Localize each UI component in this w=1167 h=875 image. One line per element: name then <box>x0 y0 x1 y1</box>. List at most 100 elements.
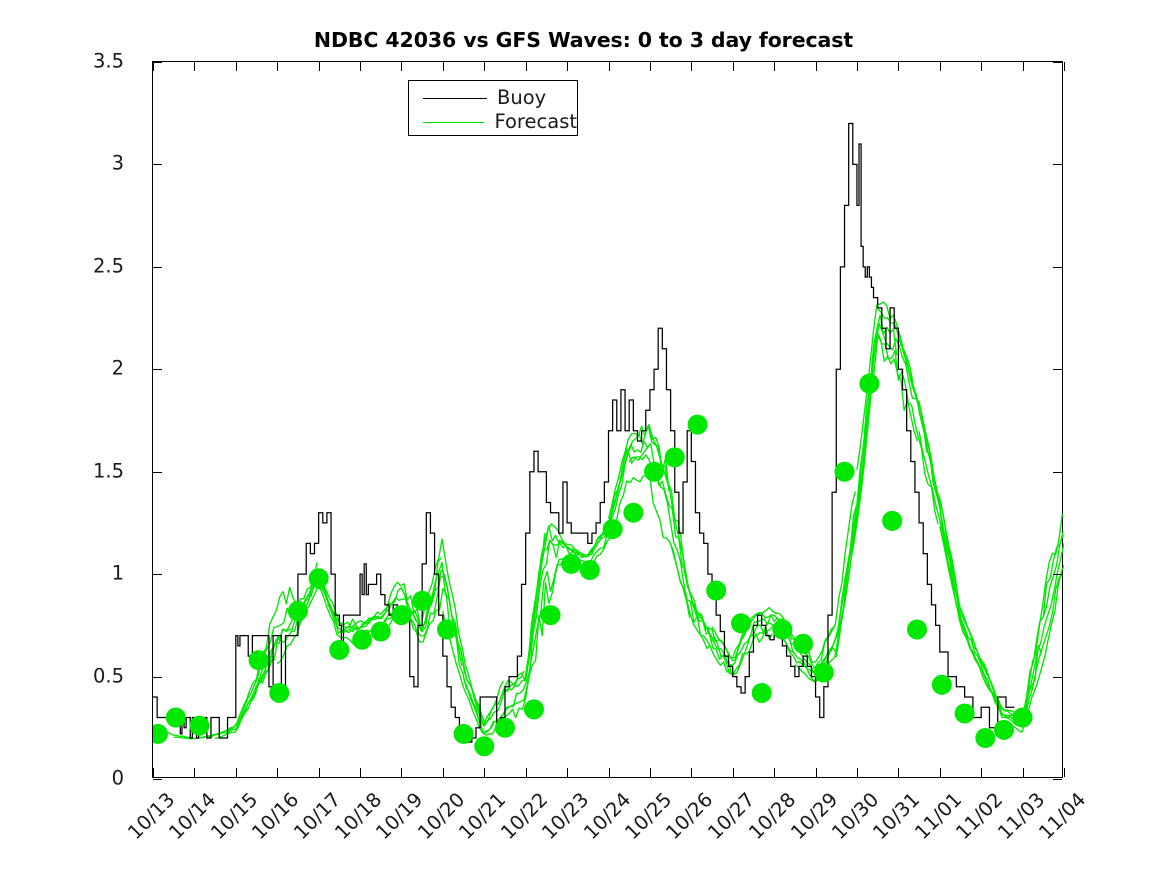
x-axis-tick-label: 10/29 <box>785 788 842 845</box>
x-axis-tick <box>649 768 651 777</box>
forecast-init-marker <box>623 502 644 523</box>
x-axis-tick <box>277 768 279 777</box>
x-axis-tick-label: 10/16 <box>247 788 304 845</box>
y-axis-tick <box>153 779 162 780</box>
y-axis-tick-label: 2.5 <box>92 254 124 278</box>
x-axis-tick <box>360 62 362 71</box>
forecast-init-marker <box>523 699 544 720</box>
forecast-line <box>380 575 504 727</box>
x-axis-tick <box>939 768 941 777</box>
x-axis-tick <box>525 768 527 777</box>
forecast-init-marker <box>269 682 290 703</box>
forecast-init-marker <box>644 461 665 482</box>
forecast-line <box>939 513 1064 718</box>
legend-label: Forecast <box>494 110 577 134</box>
forecast-line <box>400 569 525 727</box>
forecast-init-marker <box>731 613 752 634</box>
x-axis-tick <box>981 768 983 777</box>
y-axis-tick-label: 1 <box>111 561 124 585</box>
forecast-init-marker <box>993 719 1014 740</box>
x-axis-tick-label: 10/19 <box>371 788 428 845</box>
x-axis-tick-label: 10/13 <box>123 788 180 845</box>
x-axis-tick <box>1022 768 1024 777</box>
forecast-init-marker <box>412 590 433 611</box>
x-axis-tick-label: 10/25 <box>620 788 677 845</box>
forecast-init-marker <box>907 619 927 640</box>
x-axis-tick-label: 10/24 <box>578 788 635 845</box>
y-axis-tick <box>1053 574 1062 576</box>
forecast-init-marker <box>1012 707 1033 728</box>
plot-area <box>152 61 1065 780</box>
forecast-init-marker <box>287 601 308 622</box>
x-axis-tick <box>939 62 941 71</box>
x-axis-tick <box>856 62 858 71</box>
x-axis-tick <box>608 62 610 71</box>
legend-label: Buoy <box>497 86 547 110</box>
y-axis-tick <box>1053 471 1062 473</box>
x-axis-tick <box>194 62 196 71</box>
forecast-init-marker <box>248 650 269 671</box>
x-axis-tick <box>774 768 776 777</box>
y-axis-tick <box>153 471 162 473</box>
forecast-init-marker <box>751 682 772 703</box>
page-title: NDBC 42036 vs GFS Waves: 0 to 3 day fore… <box>313 28 854 52</box>
x-axis-tick <box>815 768 817 777</box>
y-axis-tick-label: 2 <box>111 356 124 380</box>
forecast-init-marker <box>391 605 412 626</box>
y-axis-tick-label: 3.5 <box>92 49 124 73</box>
x-axis-tick-label: 11/01 <box>910 788 967 845</box>
y-axis-tick <box>1053 164 1062 166</box>
x-axis-tick <box>442 768 444 777</box>
forecast-init-marker <box>308 568 329 589</box>
x-axis-tick <box>484 62 486 71</box>
line-swatch-icon <box>423 97 487 99</box>
forecast-init-marker <box>687 414 708 435</box>
forecast-init-marker <box>561 553 582 574</box>
forecast-line <box>959 531 1064 718</box>
forecast-init-marker <box>602 519 623 540</box>
x-axis-tick <box>235 768 237 777</box>
forecast-init-marker <box>706 580 727 601</box>
x-axis-tick <box>360 768 362 777</box>
forecast-init-marker <box>437 619 457 640</box>
x-axis-tick <box>774 62 776 71</box>
x-axis-tick <box>898 62 900 71</box>
forecast-init-marker <box>352 629 373 650</box>
x-axis-tick <box>732 62 734 71</box>
x-axis-tick-label: 10/17 <box>288 788 345 845</box>
x-axis-tick-label: 10/18 <box>330 788 387 845</box>
x-axis-tick-label: 10/20 <box>413 788 470 845</box>
x-axis-tick-label: 10/28 <box>744 788 801 845</box>
line-swatch-icon <box>423 121 485 123</box>
y-axis-tick <box>1053 779 1062 780</box>
x-axis-tick-label: 10/22 <box>495 788 552 845</box>
x-axis-tick <box>484 768 486 777</box>
y-axis-tick <box>1053 676 1062 678</box>
x-axis-tick <box>691 768 693 777</box>
x-axis-tick <box>567 768 569 777</box>
forecast-init-marker <box>931 674 952 695</box>
y-axis-tick <box>1053 369 1062 371</box>
forecast-line <box>897 330 1022 724</box>
y-axis-tick-label: 1.5 <box>92 459 124 483</box>
y-axis-tick <box>153 369 162 371</box>
forecast-init-marker <box>474 736 495 757</box>
x-axis-tick <box>153 768 154 777</box>
x-axis-tick-label: 10/14 <box>164 788 221 845</box>
x-axis-tick <box>153 62 154 71</box>
forecast-init-marker <box>329 639 350 660</box>
y-axis-tick <box>153 164 162 166</box>
x-axis-tick <box>401 62 403 71</box>
buoy-line <box>153 122 1015 743</box>
x-axis-tick <box>442 62 444 71</box>
forecast-line <box>442 558 566 736</box>
forecast-line <box>1042 534 1064 618</box>
x-axis-tick <box>732 768 734 777</box>
x-axis-tick <box>525 62 527 71</box>
x-axis-tick <box>608 768 610 777</box>
x-axis-tick <box>401 768 403 777</box>
x-axis-tick <box>649 62 651 71</box>
x-axis-tick-label: 10/23 <box>537 788 594 845</box>
x-axis-tick <box>194 768 196 777</box>
